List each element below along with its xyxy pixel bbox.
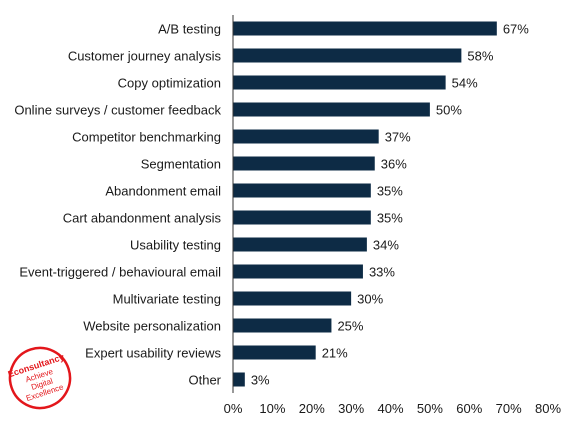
bar (233, 318, 332, 333)
x-tick-label: 60% (456, 401, 482, 416)
value-label: 54% (452, 76, 478, 91)
bar (233, 264, 363, 279)
bar (233, 237, 367, 252)
value-label: 25% (337, 319, 363, 334)
bar (233, 291, 352, 306)
bars-group (233, 21, 497, 387)
value-label: 35% (377, 184, 403, 199)
category-label: Multivariate testing (113, 292, 221, 307)
x-tick-label: 30% (338, 401, 364, 416)
x-axis-ticks: 0% 10% 20% 30% 40% 50% 60% 70% 80% (224, 401, 562, 416)
value-label: 30% (357, 292, 383, 307)
category-label: Customer journey analysis (68, 49, 222, 64)
category-label: Other (188, 373, 221, 388)
bar (233, 156, 375, 171)
bar (233, 183, 371, 198)
x-tick-label: 40% (377, 401, 403, 416)
category-label: Expert usability reviews (85, 346, 221, 361)
category-label: Copy optimization (118, 76, 221, 91)
value-label: 35% (377, 211, 403, 226)
value-label: 3% (251, 373, 270, 388)
category-label: Event-triggered / behavioural email (19, 265, 221, 280)
category-label: Cart abandonment analysis (63, 211, 222, 226)
logo-ring (8, 346, 72, 410)
bar (233, 21, 497, 36)
category-label: Website personalization (83, 319, 221, 334)
category-label: Abandonment email (105, 184, 221, 199)
category-label: Competitor benchmarking (72, 130, 221, 145)
category-label: Segmentation (141, 157, 221, 172)
category-label: Online surveys / customer feedback (14, 103, 221, 118)
bar (233, 75, 446, 90)
econsultancy-logo: Econsultancy Achieve Digital Excellence (7, 346, 72, 410)
category-label: Usability testing (130, 238, 221, 253)
value-label: 50% (436, 103, 462, 118)
bar (233, 48, 462, 63)
value-label: 34% (373, 238, 399, 253)
value-label: 21% (322, 346, 348, 361)
value-label: 58% (467, 49, 493, 64)
x-tick-label: 80% (535, 401, 561, 416)
value-label: 67% (503, 22, 529, 37)
x-tick-label: 20% (299, 401, 325, 416)
category-labels: A/B testing Customer journey analysis Copy… (14, 22, 221, 388)
category-label: A/B testing (158, 22, 221, 37)
bar (233, 210, 371, 225)
value-label: 36% (381, 157, 407, 172)
value-labels: 67% 58% 54% 50% 37% 36% 35% 35% 34% 33% 30% 25% 21% 3… (251, 22, 529, 388)
x-tick-label: 50% (417, 401, 443, 416)
bar (233, 345, 316, 360)
value-label: 37% (385, 130, 411, 145)
bar (233, 102, 430, 117)
x-tick-label: 70% (496, 401, 522, 416)
x-tick-label: 10% (259, 401, 285, 416)
bar (233, 129, 379, 144)
bar (233, 372, 245, 387)
value-label: 33% (369, 265, 395, 280)
x-tick-label: 0% (224, 401, 243, 416)
